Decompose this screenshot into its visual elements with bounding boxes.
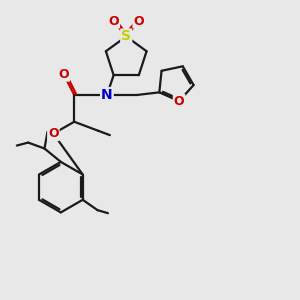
Text: O: O <box>58 68 69 81</box>
Text: O: O <box>108 14 119 28</box>
Text: O: O <box>48 127 59 140</box>
Text: O: O <box>134 14 144 28</box>
Text: S: S <box>121 29 131 44</box>
Text: O: O <box>174 95 184 108</box>
Text: N: N <box>101 88 113 102</box>
